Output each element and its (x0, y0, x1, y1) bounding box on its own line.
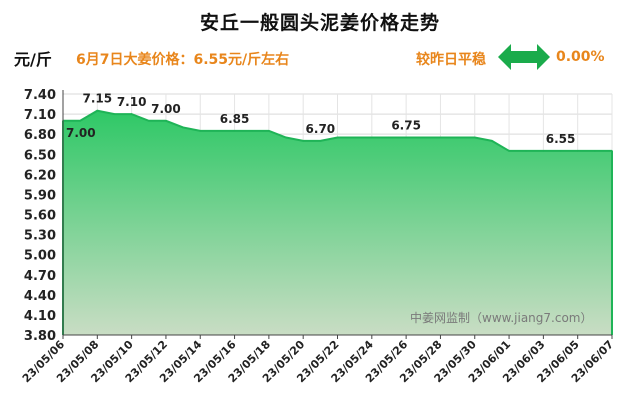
y-tick-label: 7.40 (24, 88, 56, 103)
y-tick-label: 5.30 (24, 229, 56, 244)
y-tick-label: 4.40 (24, 289, 56, 304)
compare-value: 0.00% (556, 49, 605, 65)
data-label: 6.75 (391, 119, 421, 133)
unit-label: 元/斤 (14, 50, 52, 69)
y-tick-label: 4.70 (24, 269, 56, 284)
data-point (371, 136, 373, 139)
data-point (268, 130, 270, 132)
data-label: 6.55 (546, 132, 576, 146)
data-point (594, 150, 596, 152)
area-layer (62, 109, 613, 335)
y-tick-label: 6.50 (24, 148, 56, 163)
data-label-layer: 7.00 7.15 7.10 7.00 6.85 6.70 6.75 6.55 (66, 92, 575, 146)
watermark: 中姜网监制（www.jiang7.com） (410, 310, 592, 325)
data-point (79, 119, 81, 122)
data-label: 7.00 (151, 102, 181, 116)
data-point (336, 136, 339, 139)
data-point (439, 136, 442, 139)
data-label: 7.15 (83, 92, 113, 106)
data-point (147, 119, 150, 122)
data-point (388, 136, 390, 139)
data-point (576, 150, 579, 152)
data-label: 6.85 (220, 112, 250, 126)
data-point (422, 136, 425, 139)
data-point (165, 119, 167, 122)
double-arrow-icon (498, 44, 550, 70)
data-point (302, 140, 304, 142)
y-tick-label: 6.80 (24, 128, 56, 143)
data-point (542, 150, 545, 152)
chart-title: 安丘一般圆头泥姜价格走势 (199, 12, 440, 34)
data-point (182, 126, 184, 129)
data-point (611, 150, 613, 152)
y-tick-label: 5.90 (24, 188, 56, 203)
data-point (285, 136, 287, 139)
data-point (130, 113, 133, 115)
data-point (491, 140, 493, 142)
x-axis: 23/05/0623/05/0823/05/1023/05/1223/05/14… (20, 334, 616, 385)
data-label: 6.70 (306, 122, 336, 136)
data-point (525, 150, 528, 152)
data-point (456, 136, 459, 139)
y-tick-label: 4.10 (24, 309, 56, 324)
data-point (508, 150, 510, 152)
data-point (199, 130, 202, 132)
y-tick-label: 3.80 (24, 329, 56, 344)
data-point (353, 136, 356, 139)
data-label: 7.10 (117, 95, 147, 109)
y-tick-label: 5.00 (24, 249, 56, 264)
data-point (233, 130, 236, 132)
price-area (63, 110, 612, 335)
compare-label: 较昨日平稳 (416, 52, 486, 68)
data-point (319, 140, 322, 142)
data-point (473, 136, 476, 139)
data-point (96, 109, 99, 112)
data-point (216, 130, 219, 132)
price-note: 6月7日大姜价格：6.55元/斤左右 (76, 52, 290, 68)
data-point (405, 136, 407, 139)
data-point (250, 130, 253, 132)
data-point (113, 113, 116, 115)
y-axis: 3.80 4.10 4.40 4.70 5.00 5.30 5.60 5.90 6.20 6.50… (24, 88, 64, 344)
data-point (559, 150, 562, 152)
y-tick-label: 7.10 (24, 108, 56, 123)
y-tick-label: 5.60 (24, 209, 56, 224)
y-tick-label: 6.20 (24, 168, 56, 183)
data-label: 7.00 (66, 126, 96, 140)
